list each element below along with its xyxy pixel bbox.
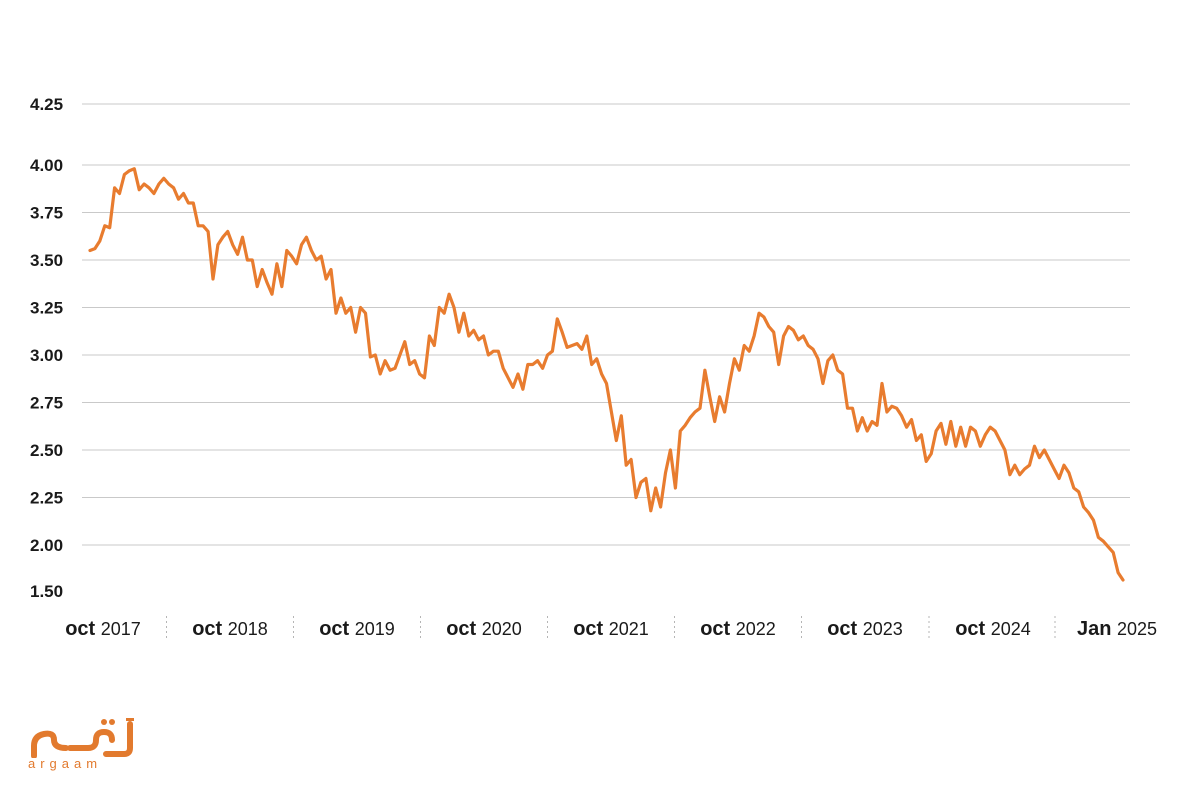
x-tick-month: oct <box>192 618 228 640</box>
x-tick-label: oct 2020 <box>446 618 522 640</box>
x-tick-month: oct <box>446 618 482 640</box>
x-tick-month: oct <box>573 618 609 640</box>
y-tick-label: 4.25 <box>30 95 63 114</box>
y-tick-label: 3.75 <box>30 204 63 223</box>
x-tick-label: oct 2023 <box>827 618 903 640</box>
y-tick-label: 1.50 <box>30 582 63 601</box>
y-tick-label: 3.00 <box>30 346 63 365</box>
y-tick-label: 3.25 <box>30 299 63 318</box>
y-tick-label: 2.00 <box>30 536 63 555</box>
series-line <box>88 167 1125 582</box>
x-tick-year: 2019 <box>355 619 395 639</box>
x-tick-year: 2017 <box>101 619 141 639</box>
y-tick-label: 2.50 <box>30 441 63 460</box>
x-tick-month: oct <box>319 618 355 640</box>
y-tick-label: 2.75 <box>30 394 63 413</box>
x-tick-label: Jan 2025 <box>1077 618 1157 640</box>
argaam-logo: argaam <box>26 718 136 771</box>
logo-latin-text: argaam <box>28 756 103 771</box>
gridlines <box>82 103 1130 546</box>
x-tick-year: 2018 <box>228 619 268 639</box>
series-layer <box>88 167 1125 582</box>
x-tick-label: oct 2022 <box>700 618 776 640</box>
x-tick-month: oct <box>827 618 863 640</box>
x-tick-year: 2020 <box>482 619 522 639</box>
x-tick-year: 2024 <box>991 619 1031 639</box>
x-tick-month: oct <box>700 618 736 640</box>
argaam-logo-mark <box>31 718 134 759</box>
y-tick-label: 2.25 <box>30 489 63 508</box>
x-tick-year: 2025 <box>1117 619 1157 639</box>
x-tick-label: oct 2021 <box>573 618 649 640</box>
x-axis-ticks: oct 2017 oct 2018 oct 2019 oct 2020 oct 2021… <box>65 616 1157 640</box>
y-axis-ticks: 4.25 4.00 3.75 3.50 3.25 3.00 2.75 2.50 2.25 2.00… <box>30 95 63 601</box>
x-tick-year: 2021 <box>609 619 649 639</box>
x-tick-year: 2022 <box>736 619 776 639</box>
y-tick-label: 4.00 <box>30 156 63 175</box>
x-tick-month: oct <box>955 618 991 640</box>
x-tick-label: oct 2017 <box>65 618 141 640</box>
x-tick-month: oct <box>65 618 101 640</box>
x-tick-label: oct 2024 <box>955 618 1031 640</box>
x-tick-label: oct 2019 <box>319 618 395 640</box>
x-tick-year: 2023 <box>863 619 903 639</box>
x-tick-month: Jan <box>1077 618 1117 640</box>
y-tick-label: 3.50 <box>30 251 63 270</box>
x-tick-label: oct 2018 <box>192 618 268 640</box>
